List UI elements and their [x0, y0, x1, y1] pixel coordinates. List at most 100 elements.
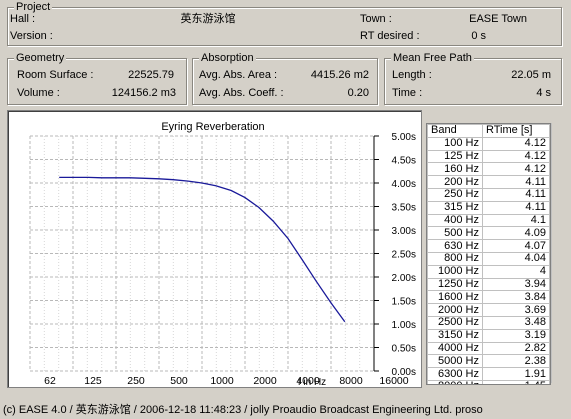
y-tick-label: 5.00s	[392, 132, 416, 143]
town-value: EASE Town	[469, 13, 527, 25]
reverberation-chart-svg: Eyring Reverberation f in Hz 0.00s 0.50s 1…	[29, 121, 416, 387]
table-row[interactable]: 1250 Hz 3.94	[427, 277, 550, 292]
project-group: Project Hall : 英东游泳馆 Town : EASE Town Ve…	[7, 0, 562, 46]
mean-free-path-group-title: Mean Free Path	[391, 51, 474, 65]
table-row[interactable]: 315 Hz 4.11	[427, 200, 550, 215]
table-cell-rtime: 3.19	[482, 328, 550, 343]
x-tick-label: 500	[170, 375, 188, 387]
table-row[interactable]: 100 Hz 4.12	[427, 136, 550, 151]
table-cell-band: 2500 Hz	[427, 315, 483, 330]
table-cell-band: 5000 Hz	[427, 354, 483, 369]
chart-title: Eyring Reverberation	[161, 121, 264, 133]
table-row[interactable]: 6300 Hz 1.91	[427, 367, 550, 381]
table-cell-band: 250 Hz	[427, 187, 483, 202]
y-tick-label: 4.50s	[392, 156, 416, 167]
table-header-row: Band RTime [s]	[427, 124, 550, 138]
table-row[interactable]: 1000 Hz 4	[427, 264, 550, 279]
rt-table-container: Band RTime [s] 100 Hz 4.12 125 Hz 4.12 160 H…	[426, 123, 551, 385]
table-cell-band: 200 Hz	[427, 175, 483, 189]
table-row[interactable]: 160 Hz 4.12	[427, 162, 550, 177]
table-cell-rtime: 4.12	[482, 149, 550, 164]
table-cell-rtime: 4.1	[482, 213, 550, 228]
table-cell-band: 1000 Hz	[427, 264, 483, 279]
table-cell-band: 4000 Hz	[427, 341, 483, 356]
y-tick-label: 3.50s	[392, 203, 416, 214]
chart-x-axis-label: f in Hz	[298, 377, 326, 387]
table-cell-rtime: 3.48	[482, 315, 550, 330]
hall-value: 英东游泳馆	[180, 13, 236, 25]
geometry-group: Geometry Room Surface : 22525.79 Volume …	[7, 51, 187, 105]
table-cell-band: 630 Hz	[427, 239, 483, 253]
hall-label: Hall :	[10, 13, 36, 25]
table-cell-rtime: 2.82	[482, 341, 550, 356]
rt-series-line	[59, 176, 346, 323]
avg-abs-area-label: Avg. Abs. Area :	[199, 69, 278, 81]
table-row[interactable]: 250 Hz 4.11	[427, 187, 550, 202]
table-row[interactable]: 1600 Hz 3.84	[427, 290, 550, 305]
table-row[interactable]: 4000 Hz 2.82	[427, 341, 550, 356]
table-scrollbar[interactable]	[551, 123, 566, 383]
table-row[interactable]: 500 Hz 4.09	[427, 226, 550, 241]
y-tick-label: 2.00s	[392, 273, 416, 284]
rt-table-body: 100 Hz 4.12 125 Hz 4.12 160 Hz 4.12 200 Hz 4.11…	[427, 136, 550, 384]
volume-label: Volume :	[17, 87, 60, 99]
avg-abs-coeff-value: 0.20	[347, 87, 369, 99]
x-tick-label: 1000	[210, 375, 234, 387]
absorption-group-title: Absorption	[199, 51, 256, 65]
table-row[interactable]: 125 Hz 4.12	[427, 149, 550, 164]
table-cell-rtime: 4.12	[482, 162, 550, 177]
table-cell-band: 1600 Hz	[427, 290, 483, 305]
table-row[interactable]: 400 Hz 4.1	[427, 213, 550, 228]
table-row[interactable]: 8000 Hz1.45	[427, 379, 550, 384]
x-tick-label: 62	[44, 375, 56, 387]
table-row[interactable]: 800 Hz 4.04	[427, 251, 550, 266]
table-row[interactable]: 3150 Hz 3.19	[427, 328, 550, 343]
version-label: Version :	[10, 30, 53, 42]
y-tick-label: 4.00s	[392, 179, 416, 190]
x-tick-label: 8000	[339, 375, 363, 387]
table-cell-band: 6300 Hz	[427, 367, 483, 381]
table-header-band[interactable]: Band	[427, 124, 483, 138]
mfp-length-label: Length :	[392, 69, 432, 81]
x-tick-label: 4000	[296, 375, 320, 387]
avg-abs-area-value: 4415.26 m2	[310, 69, 369, 81]
table-cell-rtime: 4.09	[482, 226, 550, 241]
rt-table: Band RTime [s] 100 Hz 4.12 125 Hz 4.12 160 H…	[427, 124, 550, 384]
mfp-time-value: 4 s	[536, 87, 551, 99]
table-row[interactable]: 2500 Hz 3.48	[427, 315, 550, 330]
table-cell-rtime: 4.11	[482, 175, 550, 189]
y-tick-label: 0.50s	[392, 344, 416, 355]
y-tick-label: 1.50s	[392, 297, 416, 308]
absorption-group: Absorption Avg. Abs. Area : 4415.26 m2 A…	[192, 51, 378, 105]
table-cell-band: 8000 Hz	[427, 379, 483, 384]
town-label: Town :	[360, 13, 392, 25]
project-group-title: Project	[14, 0, 53, 14]
table-cell-band: 100 Hz	[427, 136, 483, 151]
table-cell-rtime: 1.91	[482, 367, 550, 381]
table-header-rtime[interactable]: RTime [s]	[482, 124, 550, 138]
table-cell-rtime: 4.07	[482, 239, 550, 253]
mfp-length-value: 22.05 m	[511, 69, 551, 81]
x-tick-label: 16000	[379, 375, 408, 387]
x-tick-label: 125	[84, 375, 102, 387]
table-cell-rtime: 2.38	[482, 354, 550, 369]
table-cell-band: 3150 Hz	[427, 328, 483, 343]
y-tick-label: 3.00s	[392, 226, 416, 237]
table-cell-band: 160 Hz	[427, 162, 483, 177]
table-row[interactable]: 2000 Hz 3.69	[427, 303, 550, 317]
y-tick-label: 0.00s	[392, 367, 416, 378]
x-tick-label: 2000	[253, 375, 277, 387]
reverberation-chart: Eyring Reverberation f in Hz 0.00s 0.50s 1…	[7, 110, 422, 388]
table-cell-rtime: 3.69	[482, 303, 550, 317]
table-cell-band: 1250 Hz	[427, 277, 483, 292]
table-row[interactable]: 5000 Hz 2.38	[427, 354, 550, 369]
table-cell-band: 400 Hz	[427, 213, 483, 228]
table-cell-band: 2000 Hz	[427, 303, 483, 317]
table-row[interactable]: 630 Hz 4.07	[427, 239, 550, 253]
table-row[interactable]: 200 Hz 4.11	[427, 175, 550, 189]
table-cell-band: 125 Hz	[427, 149, 483, 164]
x-tick-label: 250	[127, 375, 145, 387]
table-cell-rtime: 3.84	[482, 290, 550, 305]
table-cell-rtime: 1.45	[482, 379, 550, 384]
rt-desired-label: RT desired :	[360, 30, 420, 42]
